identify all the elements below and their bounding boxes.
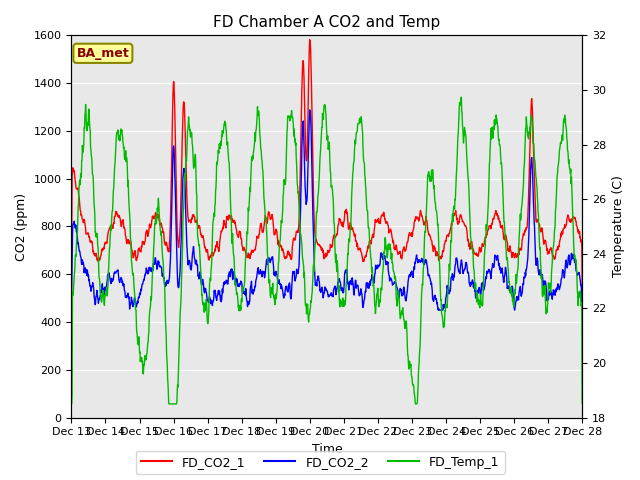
- FD_CO2_2: [406, 272, 414, 278]
- FD_CO2_1: [306, 37, 314, 43]
- Legend: FD_CO2_1, FD_CO2_2, FD_Temp_1: FD_CO2_1, FD_CO2_2, FD_Temp_1: [136, 451, 504, 474]
- FD_CO2_1: [68, 272, 76, 277]
- FD_CO2_1: [473, 252, 481, 258]
- FD_CO2_2: [473, 290, 481, 296]
- Line: FD_CO2_1: FD_CO2_1: [72, 40, 582, 311]
- FD_CO2_1: [181, 124, 189, 130]
- FD_Temp_1: [169, 401, 177, 407]
- FD_Temp_1: [579, 401, 586, 407]
- FD_CO2_2: [181, 182, 189, 188]
- Y-axis label: Temperature (C): Temperature (C): [612, 176, 625, 277]
- FD_CO2_1: [579, 308, 586, 314]
- FD_CO2_2: [518, 290, 526, 296]
- FD_CO2_2: [238, 288, 246, 294]
- FD_CO2_1: [238, 243, 246, 249]
- FD_CO2_1: [518, 237, 526, 243]
- FD_Temp_1: [68, 401, 76, 407]
- Title: FD Chamber A CO2 and Temp: FD Chamber A CO2 and Temp: [213, 15, 440, 30]
- FD_Temp_1: [458, 94, 465, 100]
- Line: FD_Temp_1: FD_Temp_1: [72, 97, 582, 404]
- FD_Temp_1: [518, 200, 526, 206]
- Text: BA_met: BA_met: [77, 47, 129, 60]
- Y-axis label: CO2 (ppm): CO2 (ppm): [15, 192, 28, 261]
- FD_CO2_2: [169, 159, 177, 165]
- FD_CO2_1: [169, 106, 177, 112]
- FD_CO2_2: [68, 307, 76, 313]
- X-axis label: Time: Time: [312, 443, 342, 456]
- FD_Temp_1: [473, 293, 481, 299]
- FD_CO2_2: [579, 307, 586, 313]
- FD_Temp_1: [406, 361, 413, 367]
- FD_Temp_1: [238, 288, 246, 294]
- FD_Temp_1: [181, 177, 189, 182]
- FD_CO2_2: [306, 107, 314, 113]
- FD_CO2_1: [406, 231, 414, 237]
- Line: FD_CO2_2: FD_CO2_2: [72, 110, 582, 310]
